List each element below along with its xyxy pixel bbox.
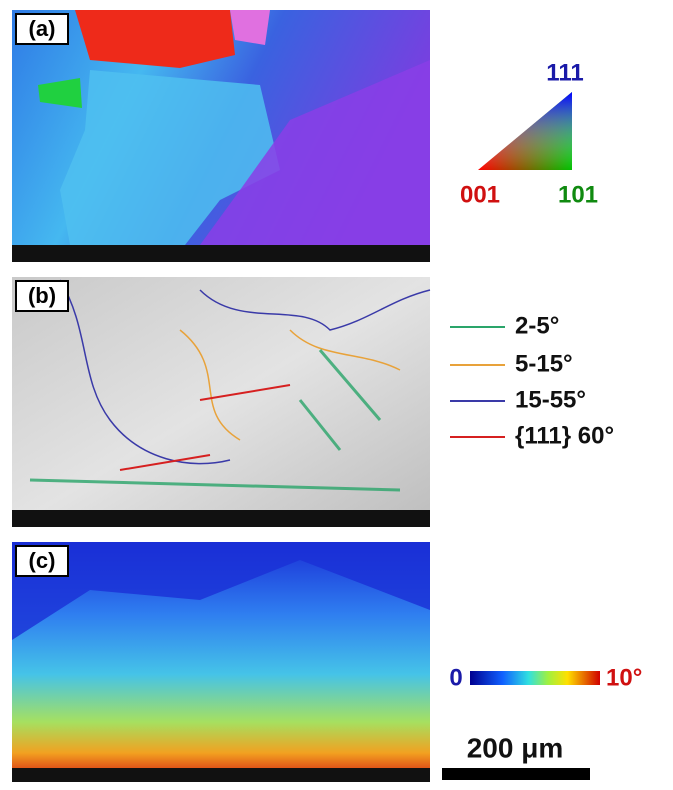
label-box [15,13,69,45]
boundary [119,384,291,471]
scale-bar: 200 μm [442,732,590,780]
boundary-legend: 2-5° 5-15° 15-55° {111} 60° [450,312,614,449]
grain [75,10,235,68]
grain [230,10,270,45]
legend-label: 5-15° [515,350,573,377]
ipf-legend: 111 001 101 [460,59,598,208]
region [12,542,430,640]
grain [60,70,280,245]
color-bar [470,671,600,685]
panel-label: (a) [29,16,56,41]
scale-max: 10° [606,664,642,691]
label-box [15,280,69,312]
panel-a: (a) [12,10,430,262]
panel-b: (b) [12,277,431,527]
grain [38,78,82,108]
boundary [29,349,401,492]
boundary [59,279,231,465]
scale-bar-line [442,768,590,780]
ipf-label-101: 101 [558,181,598,208]
substrate [12,245,430,262]
boundary [179,329,401,441]
ipf-triangle-shade [478,92,572,170]
scale-min: 0 [449,664,462,691]
label-box [15,545,69,577]
grain [200,60,430,245]
substrate [12,768,430,782]
legend-label: {111} 60° [515,422,614,449]
legend-label: 2-5° [515,312,559,339]
legend-label: 15-55° [515,386,586,413]
ipf-label-111: 111 [546,59,583,86]
color-scale: 0 10° [449,664,642,691]
scale-bar-label: 200 μm [467,732,564,763]
ipf-label-001: 001 [460,181,500,208]
substrate [12,510,430,527]
panel-label: (c) [29,548,56,573]
panel-label: (b) [28,283,56,308]
panel-c: (c) [12,542,430,782]
boundary [199,289,431,331]
